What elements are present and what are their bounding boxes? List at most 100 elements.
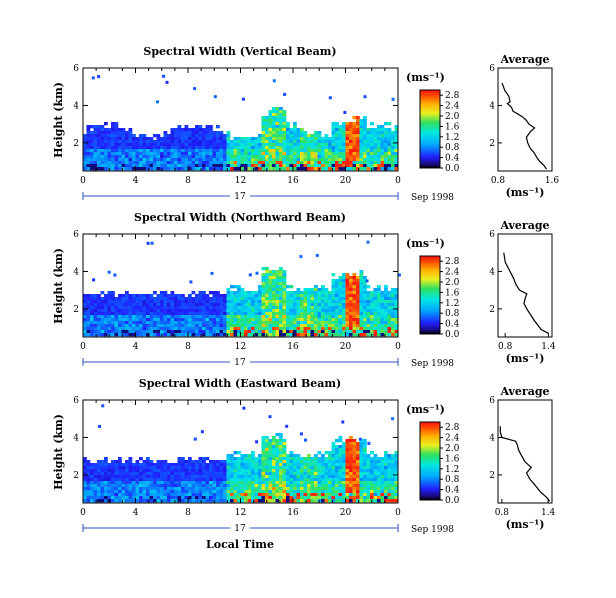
heatmap-cell — [310, 288, 315, 292]
heatmap-cell — [125, 140, 129, 144]
heatmap-cell — [128, 140, 133, 144]
heatmap-cell — [125, 131, 129, 135]
heatmap-cell — [174, 155, 178, 159]
heatmap-cell — [202, 490, 206, 494]
heatmap-cell — [170, 327, 175, 331]
heatmap-cell — [216, 481, 220, 485]
heatmap-cell — [191, 463, 196, 467]
heatmap-cell — [303, 303, 308, 307]
heatmap-cell — [174, 161, 178, 165]
heatmap-cell — [387, 330, 392, 334]
heatmap-cell — [331, 285, 336, 289]
heatmap-cell — [202, 128, 206, 132]
heatmap-cell — [300, 294, 304, 298]
heatmap-cell — [233, 146, 238, 150]
heatmap-cell — [237, 309, 241, 313]
heatmap-cell — [258, 496, 262, 500]
heatmap-cell — [233, 321, 238, 325]
heatmap-cell — [216, 167, 220, 171]
heatmap-cell — [240, 291, 245, 295]
heatmap-cell — [97, 303, 101, 307]
heatmap-cell — [307, 460, 311, 464]
heatmap-cell — [384, 451, 388, 455]
heatmap-cell — [293, 475, 297, 479]
heatmap-cell — [188, 134, 192, 138]
heatmap-cell — [310, 134, 315, 138]
heatmap-cell — [237, 324, 241, 328]
heatmap-cell — [331, 164, 336, 168]
heatmap-cell — [286, 291, 290, 295]
heatmap-cell — [104, 306, 108, 310]
heatmap-cell — [363, 297, 367, 301]
heatmap-cell — [391, 324, 395, 328]
heatmap-cell — [167, 306, 171, 310]
heatmap-cell — [387, 300, 392, 304]
heatmap-cell — [349, 137, 353, 141]
heatmap-cell — [156, 475, 161, 479]
heatmap-cell — [365, 279, 369, 283]
heatmap-cell — [324, 318, 329, 322]
heatmap-cell — [86, 333, 91, 337]
heatmap-cell — [114, 487, 119, 491]
heatmap-cell — [153, 140, 157, 144]
heatmap-cell — [338, 134, 343, 138]
heatmap-cell — [170, 463, 175, 467]
heatmap-cell — [272, 131, 276, 135]
heatmap-cell — [272, 312, 276, 316]
heatmap-cell — [289, 303, 294, 307]
heatmap-cell — [261, 128, 266, 132]
heatmap-cell — [324, 152, 329, 156]
heatmap-cell — [181, 143, 185, 147]
heatmap-cell — [265, 270, 269, 274]
heatmap-cell — [160, 490, 164, 494]
heatmap-cell — [261, 472, 266, 476]
heatmap-cell — [380, 487, 385, 491]
heatmap-cell — [170, 321, 175, 325]
heatmap-cell — [359, 291, 364, 295]
heatmap-cell — [195, 134, 199, 138]
heatmap-cell — [212, 312, 217, 316]
heatmap-cell — [135, 333, 140, 337]
heatmap-cell — [146, 472, 150, 476]
heatmap-cell — [156, 155, 161, 159]
heatmap-cell — [265, 306, 269, 310]
heatmap-cell — [377, 487, 381, 491]
heatmap-cell — [268, 312, 273, 316]
heatmap-cell — [307, 303, 311, 307]
heatmap-cell — [237, 137, 241, 141]
heatmap-cell — [373, 496, 378, 500]
heatmap-cell — [202, 152, 206, 156]
heatmap-cell — [107, 270, 111, 274]
heatmap-cell — [265, 158, 269, 162]
heatmap-cell — [240, 478, 245, 482]
heatmap-cell — [366, 131, 371, 135]
heatmap-cell — [272, 454, 276, 458]
heatmap-cell — [338, 436, 343, 440]
heatmap-cell — [90, 327, 94, 331]
heatmap-cell — [254, 321, 259, 325]
heatmap-cell — [366, 330, 371, 334]
heatmap-cell — [285, 424, 289, 428]
heatmap-cell — [212, 327, 217, 331]
heatmap-cell — [170, 330, 175, 334]
heatmap-cell — [307, 134, 311, 138]
heatmap-cell — [349, 294, 353, 298]
heatmap-cell — [142, 158, 147, 162]
heatmap-cell — [83, 481, 87, 485]
heatmap-cell — [321, 490, 325, 494]
heatmap-cell — [146, 484, 150, 488]
heatmap-cell — [387, 318, 392, 322]
heatmap-cell — [300, 463, 304, 467]
heatmap-cell — [251, 306, 255, 310]
heatmap-cell — [370, 164, 374, 168]
heatmap-cell — [97, 318, 101, 322]
heatmap-cell — [230, 149, 234, 153]
heatmap-cell — [352, 273, 357, 277]
heatmap-cell — [338, 327, 343, 331]
heatmap-cell — [328, 291, 332, 295]
heatmap-cell — [177, 321, 182, 325]
heatmap-cell — [289, 466, 294, 470]
heatmap-cell — [268, 478, 273, 482]
heatmap-cell — [219, 294, 224, 298]
heatmap-cell — [205, 134, 210, 138]
